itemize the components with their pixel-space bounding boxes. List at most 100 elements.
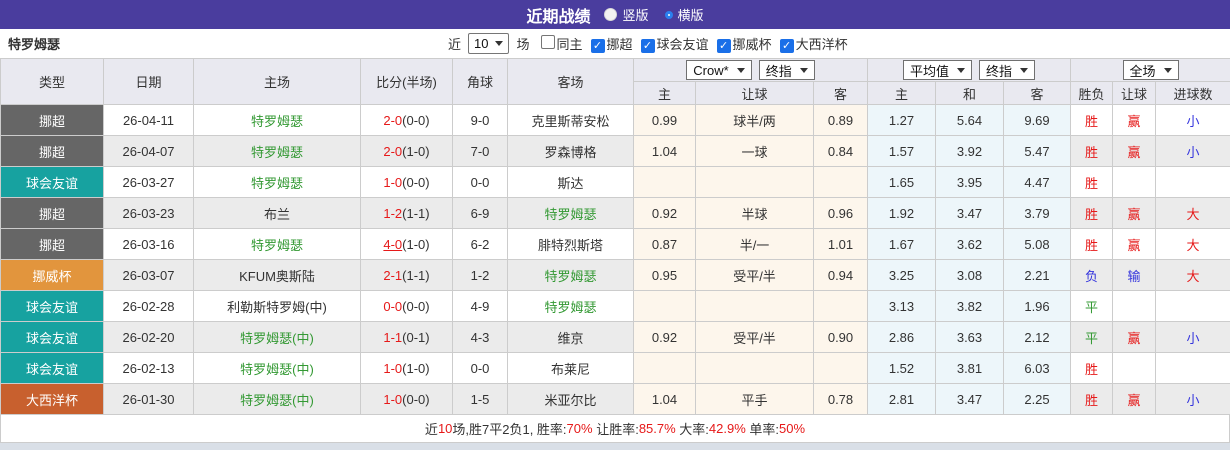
radio-vertical-layout[interactable]: 竖版 (604, 5, 649, 24)
score-cell: 1-0(0-0) (360, 166, 453, 198)
scope-select[interactable]: 全场 (1122, 60, 1179, 80)
average-select[interactable]: 平均值 (902, 60, 972, 80)
table-row: 球会友谊 26-02-28 利勒斯特罗姆(中) 0-0(0-0) 4-9 特罗姆瑟 3.13… (0, 290, 1230, 322)
odds-home: 1.04 (633, 383, 696, 415)
bookmaker-select-value: Crow* (693, 62, 729, 78)
table-row: 挪超 26-03-23 布兰 1-2(1-1) 6-9 特罗姆瑟 0.92 半球 0.96 1.9… (0, 197, 1230, 229)
result-cell: 平 (1070, 290, 1113, 322)
goals-result-cell: 大 (1154, 228, 1230, 260)
radio-horizontal-layout[interactable]: 横版 (664, 5, 704, 24)
corners-cell: 7-0 (452, 135, 508, 167)
corners-cell: 1-5 (452, 383, 508, 415)
checkbox-同主[interactable] (540, 35, 555, 49)
average-odds-stage-select[interactable]: 终指 (979, 60, 1036, 80)
scope-select-value: 全场 (1129, 63, 1156, 79)
avg-draw-odds: 3.82 (935, 290, 1004, 322)
result-cell: 胜 (1070, 104, 1113, 136)
col-header-date: 日期 (103, 58, 194, 105)
bookmaker-odds-stage-select[interactable]: 终指 (758, 60, 815, 80)
col-header-type: 类型 (0, 58, 104, 105)
subcol-avg-away: 客 (1003, 81, 1071, 105)
checkbox-球会友谊[interactable]: ✓ (640, 38, 655, 53)
result-cell: 胜 (1070, 197, 1113, 229)
odds-home: 0.87 (633, 228, 696, 260)
home-team: KFUM奥斯陆 (193, 259, 361, 291)
odds-home: 0.92 (633, 321, 696, 353)
avg-home-odds: 1.65 (867, 166, 936, 198)
avg-home-odds: 3.13 (867, 290, 936, 322)
col-header-home: 主场 (193, 58, 361, 105)
goals-result-cell: 大 (1154, 197, 1230, 229)
corners-cell: 0-0 (452, 166, 508, 198)
avg-home-odds: 1.67 (867, 228, 936, 260)
table-row: 挪威杯 26-03-07 KFUM奥斯陆 2-1(1-1) 1-2 特罗姆瑟 0.95 受平/… (0, 259, 1230, 291)
checkbox-label: 挪超 (606, 37, 633, 52)
radio-horizontal-icon[interactable] (664, 10, 673, 19)
subcol-goals: 进球数 (1154, 81, 1230, 105)
avg-draw-odds: 3.81 (935, 352, 1004, 384)
result-cell: 胜 (1070, 228, 1113, 260)
match-date: 26-04-11 (103, 104, 194, 136)
avg-home-odds: 3.25 (867, 259, 936, 291)
avg-draw-odds: 3.95 (935, 166, 1004, 198)
average-odds-stage-value: 终指 (986, 63, 1013, 79)
summary-segment: 让胜率: (592, 422, 639, 437)
away-team: 维京 (507, 321, 634, 353)
chevron-down-icon (736, 67, 745, 73)
league-type-badge: 球会友谊 (0, 290, 104, 322)
home-team: 特罗姆瑟 (193, 166, 361, 198)
handicap-result-cell: 赢 (1112, 228, 1156, 260)
checkbox-挪威杯[interactable]: ✓ (716, 38, 731, 53)
match-date: 26-03-16 (103, 228, 194, 260)
avg-draw-odds: 3.63 (935, 321, 1004, 353)
summary-stats: 近 10 场,胜7平2负1, 胜率: 70% 让胜率: 85.7% 大率: 42.9% 单… (0, 415, 1230, 443)
score-cell: 2-0(1-0) (360, 135, 453, 167)
table-row: 球会友谊 26-02-20 特罗姆瑟(中) 1-1(0-1) 4-3 维京 0.92 受平/半… (0, 321, 1230, 353)
team-name: 特罗姆瑟 (8, 37, 61, 52)
average-select-group: 平均值 终指 (867, 58, 1071, 82)
score-cell: 1-1(0-1) (360, 321, 453, 353)
checkbox-挪超[interactable]: ✓ (590, 38, 605, 53)
handicap-result-cell (1112, 166, 1156, 198)
league-filter-checkboxes: 同主 ✓ 挪超 ✓ 球会友谊 ✓ 挪威杯 ✓ 大西洋杯 (533, 34, 848, 53)
corners-cell: 1-2 (452, 259, 508, 291)
bookmaker-select[interactable]: Crow* (686, 60, 752, 80)
avg-draw-odds: 5.64 (935, 104, 1004, 136)
subcol-odds-home: 主 (633, 81, 696, 105)
goals-result-cell (1154, 166, 1230, 198)
avg-draw-odds: 3.92 (935, 135, 1004, 167)
chevron-down-icon (495, 41, 504, 46)
summary-segment: 10 (437, 421, 453, 436)
odds-handicap-line: 受平/半 (695, 321, 814, 353)
home-team: 特罗姆瑟(中) (193, 352, 361, 384)
avg-home-odds: 1.57 (867, 135, 936, 167)
chevron-down-icon (1020, 67, 1029, 73)
odds-home (633, 352, 696, 384)
match-count-select[interactable]: 10 (468, 33, 510, 54)
away-team: 米亚尔比 (507, 383, 634, 415)
corners-cell: 4-9 (452, 290, 508, 322)
col-header-corners: 角球 (452, 58, 508, 105)
odds-away: 0.94 (813, 259, 868, 291)
radio-vertical-icon[interactable] (604, 8, 618, 21)
match-count-value: 10 (474, 36, 489, 51)
odds-home (633, 290, 696, 322)
bottom-divider (0, 443, 1230, 450)
score-cell: 2-1(1-1) (360, 259, 453, 291)
avg-draw-odds: 3.47 (935, 197, 1004, 229)
checkbox-大西洋杯[interactable]: ✓ (779, 38, 794, 53)
corners-cell: 0-0 (452, 352, 508, 384)
checkbox-label: 同主 (556, 37, 583, 52)
summary-segment: 50% (779, 421, 806, 436)
odds-handicap-line: 半球 (695, 197, 814, 229)
avg-away-odds: 4.47 (1003, 166, 1071, 198)
league-type-badge: 大西洋杯 (0, 383, 104, 415)
odds-away: 0.89 (813, 104, 868, 136)
table-row: 球会友谊 26-03-27 特罗姆瑟 1-0(0-0) 0-0 斯达 1.65 3.95 4.4… (0, 166, 1230, 198)
checkbox-label: 挪威杯 (732, 37, 772, 52)
goals-result-cell: 小 (1154, 383, 1230, 415)
avg-draw-odds: 3.62 (935, 228, 1004, 260)
scope-select-group: 全场 (1069, 58, 1230, 82)
avg-away-odds: 5.47 (1003, 135, 1071, 167)
result-cell: 胜 (1070, 352, 1113, 384)
